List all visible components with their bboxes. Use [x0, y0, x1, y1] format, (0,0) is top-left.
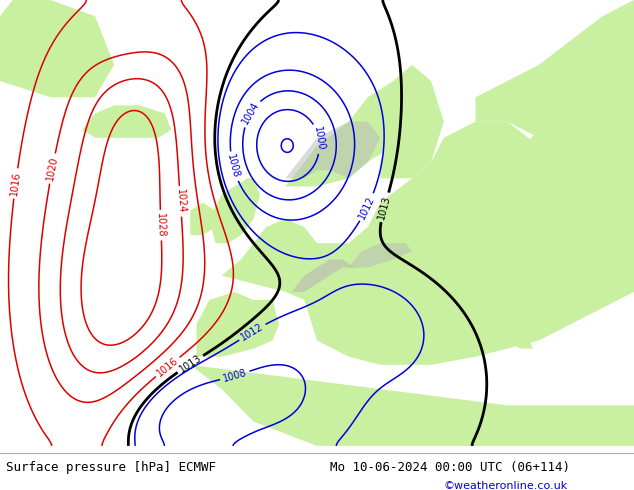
Text: 1016: 1016: [155, 355, 180, 378]
Text: 1012: 1012: [357, 194, 377, 221]
Polygon shape: [476, 0, 634, 146]
Polygon shape: [285, 65, 431, 187]
Text: 1016: 1016: [9, 171, 22, 196]
Polygon shape: [380, 308, 418, 348]
Polygon shape: [222, 122, 634, 365]
Text: 1013: 1013: [377, 194, 392, 221]
Polygon shape: [82, 105, 171, 138]
Polygon shape: [292, 259, 355, 292]
Text: 1004: 1004: [240, 100, 261, 126]
Polygon shape: [380, 81, 444, 178]
Polygon shape: [209, 178, 260, 243]
Text: 1012: 1012: [239, 321, 266, 343]
Polygon shape: [285, 122, 380, 178]
Polygon shape: [304, 292, 355, 348]
Text: ©weatheronline.co.uk: ©weatheronline.co.uk: [444, 481, 568, 490]
Text: 1024: 1024: [174, 189, 186, 214]
Text: Mo 10-06-2024 00:00 UTC (06+114): Mo 10-06-2024 00:00 UTC (06+114): [330, 462, 570, 474]
Text: 1028: 1028: [155, 213, 166, 238]
Polygon shape: [190, 365, 634, 446]
Polygon shape: [197, 292, 279, 357]
Text: 1020: 1020: [45, 155, 60, 181]
Text: 1013: 1013: [178, 353, 204, 375]
Text: 1008: 1008: [225, 153, 241, 179]
Polygon shape: [507, 81, 634, 243]
Polygon shape: [418, 308, 533, 357]
Polygon shape: [0, 0, 114, 98]
Text: 1008: 1008: [222, 368, 248, 384]
Polygon shape: [349, 243, 412, 268]
Text: 1000: 1000: [312, 126, 326, 151]
Polygon shape: [190, 203, 216, 235]
Text: Surface pressure [hPa] ECMWF: Surface pressure [hPa] ECMWF: [6, 462, 216, 474]
